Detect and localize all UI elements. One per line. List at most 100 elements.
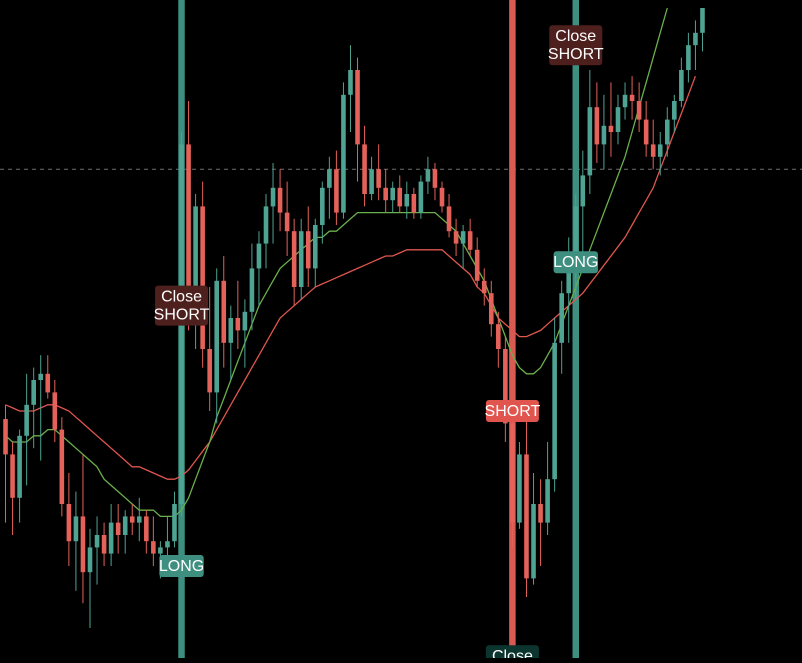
candle-body: [108, 522, 114, 554]
candle-body: [531, 504, 536, 579]
close-label-close-short-text: Close: [555, 28, 596, 45]
candle-body: [80, 516, 86, 573]
close-label-close-long: CloseLONG: [485, 645, 539, 663]
candle-body: [172, 504, 177, 542]
candle-body: [439, 187, 445, 207]
candle: [108, 504, 114, 566]
candle-body: [158, 547, 163, 554]
candle: [73, 491, 79, 591]
candle: [559, 280, 564, 374]
candle: [657, 132, 663, 176]
candle-body: [700, 8, 705, 33]
candle: [165, 516, 170, 560]
candle-body: [362, 144, 367, 194]
candle: [700, 8, 705, 52]
close-label-close-short-bg: [549, 25, 603, 66]
candle: [390, 181, 396, 213]
candle-body: [348, 70, 353, 95]
candle-body: [383, 187, 388, 201]
candle: [242, 299, 248, 368]
candle: [397, 175, 403, 213]
candle: [615, 94, 621, 145]
candle-body: [453, 231, 459, 244]
candle: [453, 218, 459, 256]
candle-body: [38, 373, 44, 380]
moving-averages-layer: [5, 7, 697, 518]
candle-body: [242, 311, 248, 331]
candle: [320, 181, 325, 244]
candle-body: [228, 318, 234, 343]
candle: [327, 156, 332, 219]
candle-body: [24, 404, 29, 436]
candle: [510, 404, 515, 548]
candle-body: [129, 516, 135, 523]
candle-body: [496, 324, 501, 349]
candle: [115, 504, 121, 554]
candle-body: [144, 516, 149, 542]
candle-body: [552, 342, 557, 480]
candle: [94, 516, 100, 585]
candle: [24, 373, 29, 486]
candle-body: [517, 454, 522, 523]
candle: [601, 94, 607, 170]
candle-body: [200, 206, 205, 349]
candle: [129, 504, 135, 535]
candle: [622, 82, 628, 120]
candle: [193, 194, 198, 349]
candle-body: [312, 225, 318, 269]
candle-body: [376, 169, 381, 188]
candle: [291, 218, 297, 306]
candle-body: [474, 249, 480, 281]
candle: [80, 454, 86, 604]
candle-body: [657, 144, 663, 157]
signal-label-long: LONG: [159, 555, 204, 577]
candle: [594, 82, 600, 163]
candle-body: [31, 380, 36, 405]
candle: [207, 287, 212, 411]
candle: [580, 150, 586, 256]
candle-body: [193, 206, 198, 318]
candle: [52, 380, 58, 442]
candle-body: [601, 125, 607, 145]
candle: [256, 231, 262, 306]
candle-body: [52, 392, 58, 430]
candle: [38, 355, 44, 461]
candle-body: [664, 119, 670, 145]
signal-label-long-bg: [159, 555, 204, 577]
candle-body: [573, 206, 579, 256]
candle: [263, 194, 269, 269]
close-label-close-long-text: Close: [492, 648, 533, 658]
candle: [411, 187, 417, 219]
candles-layer: [3, 8, 705, 628]
candle-body: [524, 454, 529, 579]
candle-body: [566, 256, 572, 294]
candle-body: [369, 169, 374, 194]
candle-body: [538, 504, 543, 523]
candle: [686, 32, 691, 83]
candle: [355, 57, 360, 182]
candle-body: [341, 94, 346, 213]
candle-body: [122, 516, 128, 535]
candle: [172, 491, 177, 548]
candle-body: [94, 535, 100, 548]
candle: [31, 367, 36, 449]
candle: [277, 169, 283, 232]
candle-body: [165, 541, 170, 548]
candle-body: [510, 423, 515, 523]
candle-body: [270, 187, 276, 207]
candle-body: [263, 206, 269, 244]
candle: [235, 280, 241, 349]
candle: [214, 268, 220, 424]
candle: [481, 268, 487, 306]
signal-label-long-text: LONG: [553, 254, 598, 271]
candle: [369, 156, 374, 201]
candle-body: [207, 349, 212, 393]
candle-body: [136, 516, 142, 523]
candle-body: [320, 187, 325, 225]
candle: [643, 101, 649, 157]
candle: [460, 225, 466, 269]
candle-body: [615, 107, 621, 132]
